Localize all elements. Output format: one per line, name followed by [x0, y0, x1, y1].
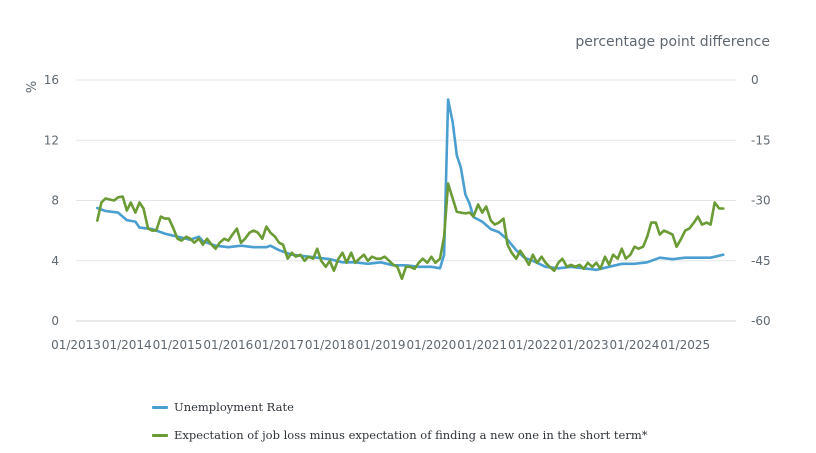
series-line-unemployment-rate: [96, 98, 725, 272]
right-tick-label: 0: [751, 73, 759, 87]
x-tick-label: 01/2014: [102, 338, 152, 352]
x-tick-label: 01/2024: [610, 338, 660, 352]
left-tick-label: 16: [44, 73, 59, 87]
x-tick-label: 01/2020: [406, 338, 456, 352]
x-tick-label: 01/2013: [51, 338, 101, 352]
right-tick-label: -30: [751, 194, 771, 208]
x-tick-label: 01/2019: [356, 338, 406, 352]
left-tick-label: 12: [44, 133, 59, 147]
right-tick-label: -45: [751, 254, 771, 268]
legend-item-expectation: Expectation of job loss minus expectatio…: [152, 428, 647, 442]
x-tick-label: 01/2016: [203, 338, 253, 352]
right-tick-label: -60: [751, 314, 771, 328]
right-axis-label: percentage point difference: [575, 34, 770, 50]
left-tick-label: 8: [51, 194, 59, 208]
x-tick-label: 01/2022: [508, 338, 558, 352]
right-tick-label: -15: [751, 133, 771, 147]
x-tick-label: 01/2025: [660, 338, 710, 352]
legend-label-unemployment: Unemployment Rate: [174, 400, 294, 414]
series-line-job-loss-expectation: [96, 182, 725, 281]
x-tick-label: 01/2017: [254, 338, 304, 352]
legend-label-expectation: Expectation of job loss minus expectatio…: [174, 428, 648, 442]
legend-item-unemployment: Unemployment Rate: [152, 400, 294, 414]
left-tick-label: 0: [51, 314, 59, 328]
x-tick-label: 01/2023: [559, 338, 609, 352]
left-axis-label: %: [25, 81, 40, 93]
x-tick-label: 01/2021: [457, 338, 507, 352]
legend-swatch-expectation: [152, 433, 168, 437]
legend-swatch-unemployment: [152, 405, 168, 409]
x-tick-label: 01/2015: [153, 338, 203, 352]
left-tick-label: 4: [51, 254, 59, 268]
x-tick-label: 01/2018: [305, 338, 355, 352]
